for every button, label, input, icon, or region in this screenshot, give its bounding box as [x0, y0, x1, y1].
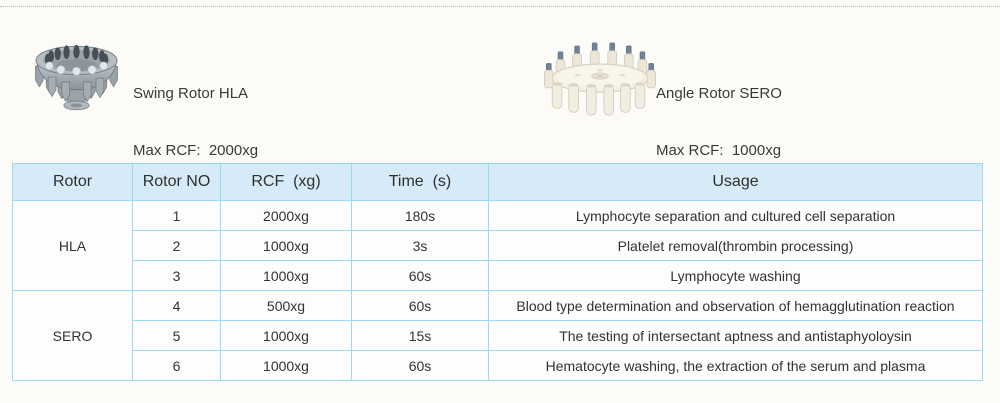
cell-rotor-no: 1 [132, 200, 221, 231]
table-row: SERO 4 500xg 60s Blood type determinatio… [12, 290, 983, 381]
cell-rcf: 1000xg [220, 230, 352, 261]
rotor-group-sero: SERO [12, 290, 133, 381]
col-header-time: Time (s) [351, 163, 489, 201]
cell-rcf: 1000xg [220, 260, 352, 291]
col-header-rotor-no: Rotor NO [132, 163, 221, 201]
cell-time: 3s [351, 230, 489, 261]
rotor-usage-table: Rotor Rotor NO RCF (xg) Time (s) Usage H… [12, 163, 983, 381]
cell-time: 180s [351, 200, 489, 231]
table-row: HLA 1 2000xg 180s Lymphocyte separation … [12, 200, 983, 291]
col-header-rotor: Rotor [12, 163, 133, 201]
spec-max-rcf: Max RCF: 2000xg [133, 142, 259, 159]
cell-usage: Lymphocyte separation and cultured cell … [488, 200, 983, 231]
cell-usage: Hematocyte washing, the extraction of th… [488, 350, 983, 381]
angle-rotor-photo [541, 42, 659, 122]
cell-usage: The testing of intersectant aptness and … [488, 320, 983, 351]
cell-time: 60s [351, 260, 489, 291]
cell-rotor-no: 6 [132, 350, 221, 381]
cell-rcf: 1000xg [220, 320, 352, 351]
table-row: 2 1000xg 3s Platelet removal(thrombin pr… [13, 230, 983, 261]
cell-rotor-no: 3 [132, 260, 221, 291]
cell-time: 60s [351, 350, 489, 381]
product-title: Swing Rotor HLA [133, 85, 249, 102]
col-header-rcf: RCF (xg) [220, 163, 352, 201]
cell-time: 15s [351, 320, 489, 351]
table-row: 3 1000xg 60s Lymphocyte washing [13, 260, 983, 291]
product-title: Angle Rotor SERO [656, 85, 782, 102]
table-header-row: Rotor Rotor NO RCF (xg) Time (s) Usage [12, 163, 983, 201]
table-row: 5 1000xg 15s The testing of intersectant… [13, 320, 983, 351]
angle-rotor-illustration [544, 42, 656, 116]
cell-time: 60s [351, 290, 489, 321]
cell-usage: Lymphocyte washing [488, 260, 983, 291]
spec-max-rcf: Max RCF: 1000xg [656, 142, 782, 159]
cell-rcf: 500xg [220, 290, 352, 321]
cell-usage: Platelet removal(thrombin processing) [488, 230, 983, 261]
swing-rotor-illustration [35, 44, 118, 111]
cell-rotor-no: 5 [132, 320, 221, 351]
top-divider [0, 6, 1000, 7]
rotor-group-hla: HLA [12, 200, 133, 291]
cell-rotor-no: 4 [132, 290, 221, 321]
cell-rcf: 2000xg [220, 200, 352, 231]
cell-usage: Blood type determination and observation… [488, 290, 983, 321]
swing-rotor-photo [29, 40, 124, 122]
cell-rcf: 1000xg [220, 350, 352, 381]
table-row: 6 1000xg 60s Hematocyte washing, the ext… [13, 350, 983, 381]
cell-rotor-no: 2 [132, 230, 221, 261]
col-header-usage: Usage [488, 163, 983, 201]
